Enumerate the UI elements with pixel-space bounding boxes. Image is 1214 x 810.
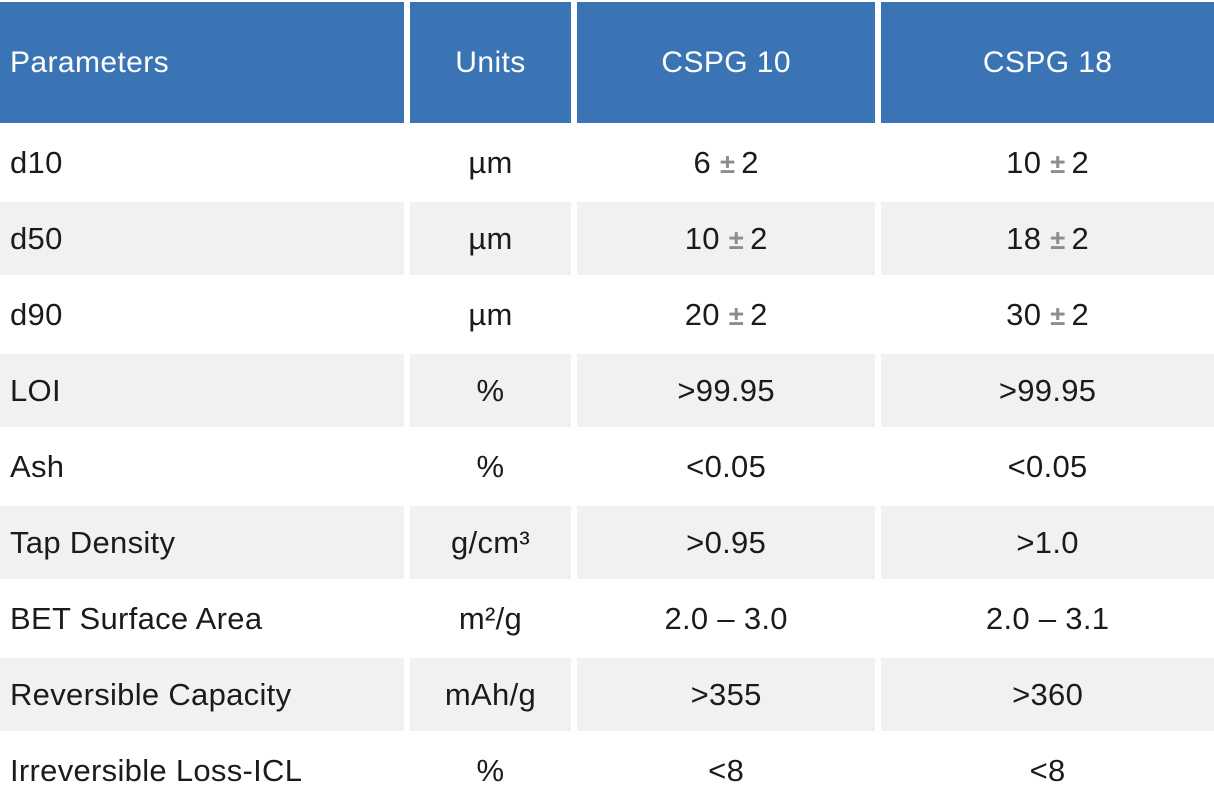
column-header-units: Units (409, 2, 572, 123)
plus-minus-sign: ± (1050, 147, 1066, 179)
value-main: 30 (1006, 296, 1042, 332)
cell-cspg10: <8 (577, 734, 876, 807)
cell-cspg10: >355 (577, 658, 876, 731)
cell-cspg10: 6 ±2 (577, 126, 876, 199)
cell-unit: mAh/g (409, 658, 572, 731)
cell-cspg18: 30 ±2 (881, 278, 1214, 351)
cell-unit: m²/g (409, 582, 572, 655)
cell-unit: µm (409, 278, 572, 351)
cell-cspg18: <0.05 (881, 430, 1214, 503)
cell-cspg10: >0.95 (577, 506, 876, 579)
plus-minus-sign: ± (728, 299, 745, 331)
cell-param: BET Surface Area (0, 582, 404, 655)
value-tolerance: 2 (750, 296, 768, 332)
value-main: >99.95 (677, 372, 775, 408)
value-main: 20 (684, 296, 720, 332)
table-row-reversible-capacity: Reversible Capacity mAh/g >355 >360 (0, 658, 1214, 731)
cell-cspg18: 18 ±2 (881, 202, 1214, 275)
cell-cspg18: 2.0 – 3.1 (881, 582, 1214, 655)
plus-minus-sign: ± (720, 147, 736, 179)
cell-cspg18: >99.95 (881, 354, 1214, 427)
cell-param: Irreversible Loss-ICL (0, 734, 404, 807)
cell-cspg18: >1.0 (881, 506, 1214, 579)
plus-minus-sign: ± (1050, 299, 1066, 331)
plus-minus-sign: ± (728, 223, 745, 255)
cell-cspg18: <8 (881, 734, 1214, 807)
cell-param: Ash (0, 430, 404, 503)
value-main: >355 (690, 676, 762, 712)
cell-param: d10 (0, 126, 404, 199)
value-main: <8 (708, 752, 745, 788)
value-main: 18 (1006, 220, 1042, 256)
cell-cspg10: 2.0 – 3.0 (577, 582, 876, 655)
cell-param: LOI (0, 354, 404, 427)
column-header-cspg18: CSPG 18 (881, 2, 1214, 123)
cell-unit: % (409, 734, 572, 807)
cell-param: d50 (0, 202, 404, 275)
value-main: 2.0 – 3.0 (664, 600, 788, 636)
cell-unit: µm (409, 126, 572, 199)
table-row-ash: Ash % <0.05 <0.05 (0, 430, 1214, 503)
cell-unit: % (409, 430, 572, 503)
cell-cspg18: 10 ±2 (881, 126, 1214, 199)
value-tolerance: 2 (1071, 296, 1090, 332)
value-tolerance: 2 (1071, 220, 1090, 256)
cell-param: Tap Density (0, 506, 404, 579)
cell-cspg10: >99.95 (577, 354, 876, 427)
cell-unit: g/cm³ (409, 506, 572, 579)
table-row-tap-density: Tap Density g/cm³ >0.95 >1.0 (0, 506, 1214, 579)
cell-cspg10: 20 ±2 (577, 278, 876, 351)
cell-param: Reversible Capacity (0, 658, 404, 731)
value-main: 10 (684, 220, 720, 256)
table-body: d10 µm 6 ±2 10 ±2 d50 µm 10 ±2 18 ±2 d90 µm … (0, 126, 1214, 807)
value-main: <8 (1029, 752, 1066, 788)
table-row-d10: d10 µm 6 ±2 10 ±2 (0, 126, 1214, 199)
value-tolerance: 2 (1071, 144, 1090, 180)
value-main: <0.05 (686, 448, 767, 484)
cell-unit: µm (409, 202, 572, 275)
value-main: >99.95 (998, 372, 1097, 408)
cell-unit: % (409, 354, 572, 427)
plus-minus-sign: ± (1050, 223, 1066, 255)
value-main: 6 (693, 144, 712, 180)
value-main: 2.0 – 3.1 (985, 600, 1110, 636)
value-main: >360 (1012, 676, 1084, 712)
value-tolerance: 2 (741, 144, 759, 180)
table-row-d90: d90 µm 20 ±2 30 ±2 (0, 278, 1214, 351)
table-row-bet-surface-area: BET Surface Area m²/g 2.0 – 3.0 2.0 – 3.… (0, 582, 1214, 655)
table-row-irreversible-loss: Irreversible Loss-ICL % <8 <8 (0, 734, 1214, 807)
value-main: 10 (1006, 144, 1042, 180)
table-row-loi: LOI % >99.95 >99.95 (0, 354, 1214, 427)
value-main: >1.0 (1016, 524, 1079, 560)
header-row: Parameters Units CSPG 10 CSPG 18 (0, 2, 1214, 123)
cell-cspg10: <0.05 (577, 430, 876, 503)
column-header-parameters: Parameters (0, 2, 404, 123)
value-tolerance: 2 (750, 220, 768, 256)
column-header-cspg10: CSPG 10 (577, 2, 876, 123)
cell-cspg18: >360 (881, 658, 1214, 731)
cell-cspg10: 10 ±2 (577, 202, 876, 275)
value-main: <0.05 (1007, 448, 1088, 484)
table-row-d50: d50 µm 10 ±2 18 ±2 (0, 202, 1214, 275)
cell-param: d90 (0, 278, 404, 351)
table-header: Parameters Units CSPG 10 CSPG 18 (0, 2, 1214, 123)
value-main: >0.95 (686, 524, 767, 560)
